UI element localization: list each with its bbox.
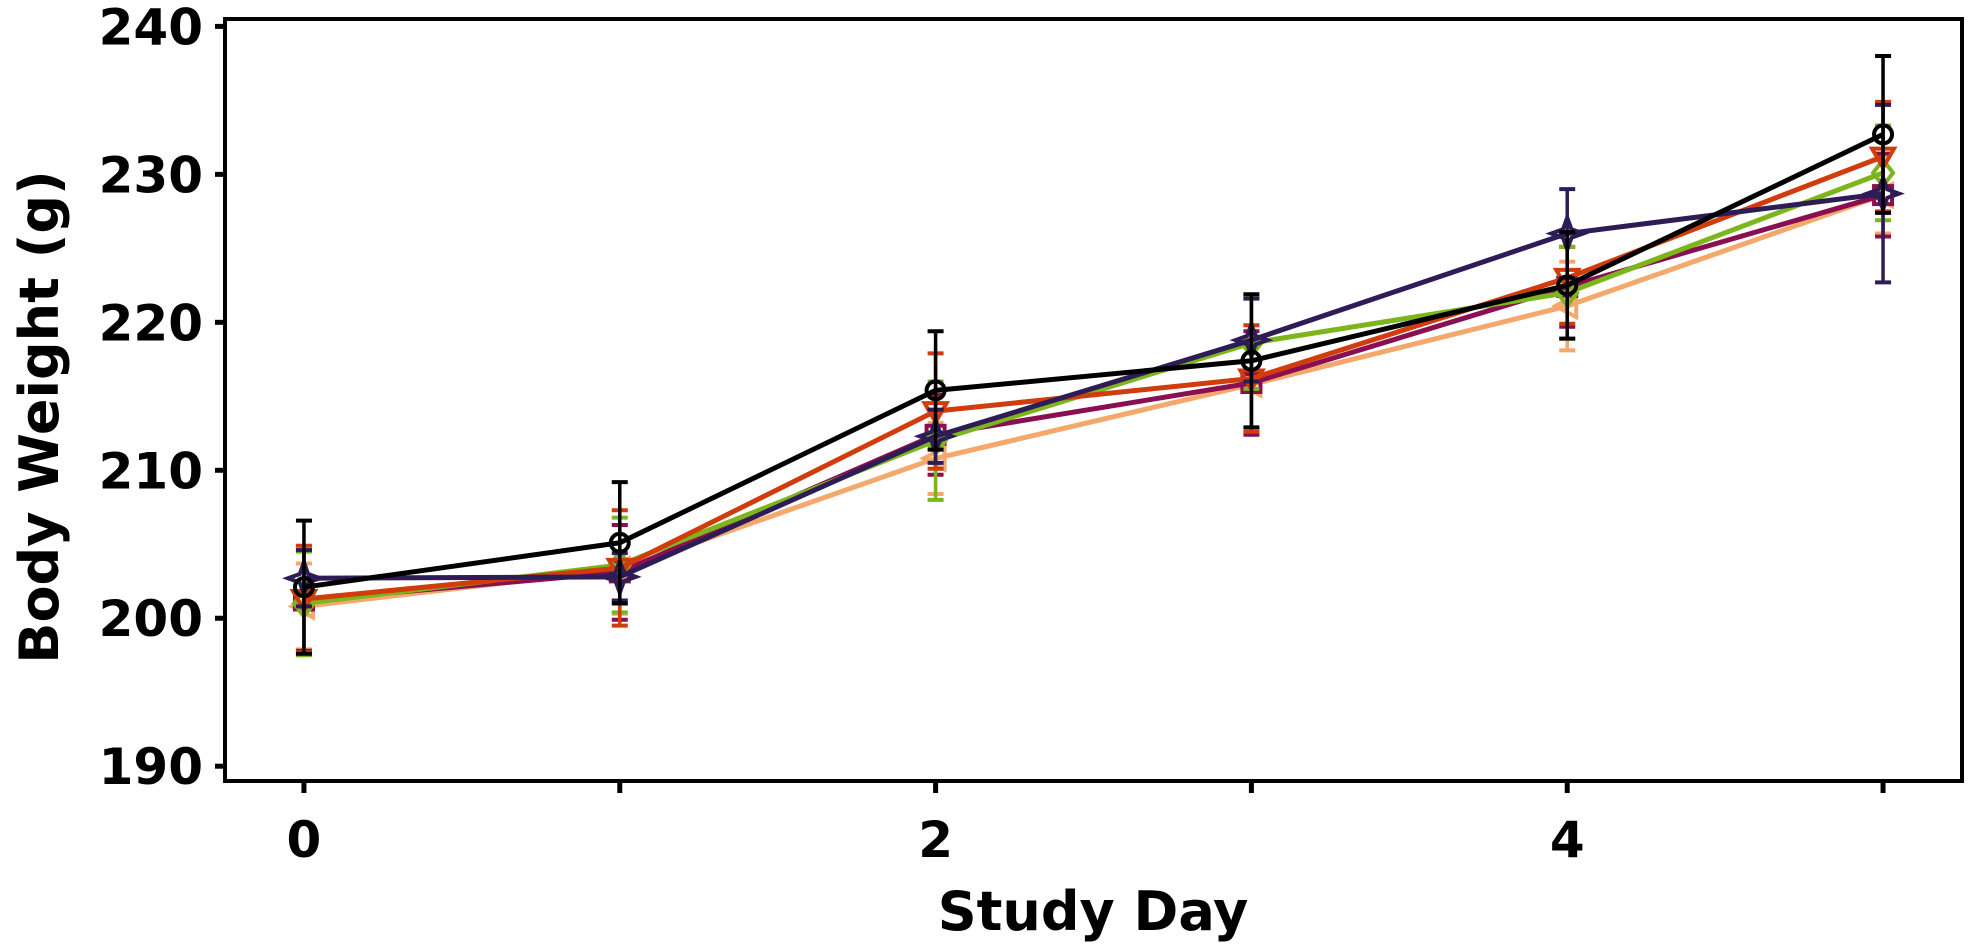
series-line <box>303 192 1884 609</box>
series-line <box>303 132 1885 590</box>
data-point <box>1240 349 1263 372</box>
y-axis: 190 200 210 220 230 240 <box>99 0 225 796</box>
x-tick-label: 4 <box>1550 811 1585 869</box>
y-tick-label: 190 <box>99 738 203 796</box>
series-5 <box>282 102 1905 609</box>
series-6 <box>292 53 1895 656</box>
data-point <box>924 379 947 402</box>
y-tick-label: 200 <box>99 590 203 648</box>
series-line <box>303 192 1884 603</box>
series-line <box>303 191 1884 581</box>
x-tick-label: 0 <box>287 811 322 869</box>
y-tick-label: 220 <box>99 294 203 352</box>
y-axis-title: Body Weight (g) <box>8 170 71 663</box>
plot-area-frame <box>223 17 1964 783</box>
data-point <box>608 531 631 554</box>
x-axis: 0 2 4 <box>287 781 1886 869</box>
y-tick-label: 230 <box>99 146 203 204</box>
data-point <box>1556 274 1579 297</box>
data-point <box>913 414 958 459</box>
y-tick-label: 210 <box>99 442 203 500</box>
y-tick-label: 240 <box>99 0 203 56</box>
x-tick-label: 2 <box>918 811 953 869</box>
data-point <box>1872 123 1895 146</box>
chart-marks <box>282 53 1905 658</box>
x-axis-title: Study Day <box>938 880 1249 943</box>
data-point <box>292 576 315 599</box>
